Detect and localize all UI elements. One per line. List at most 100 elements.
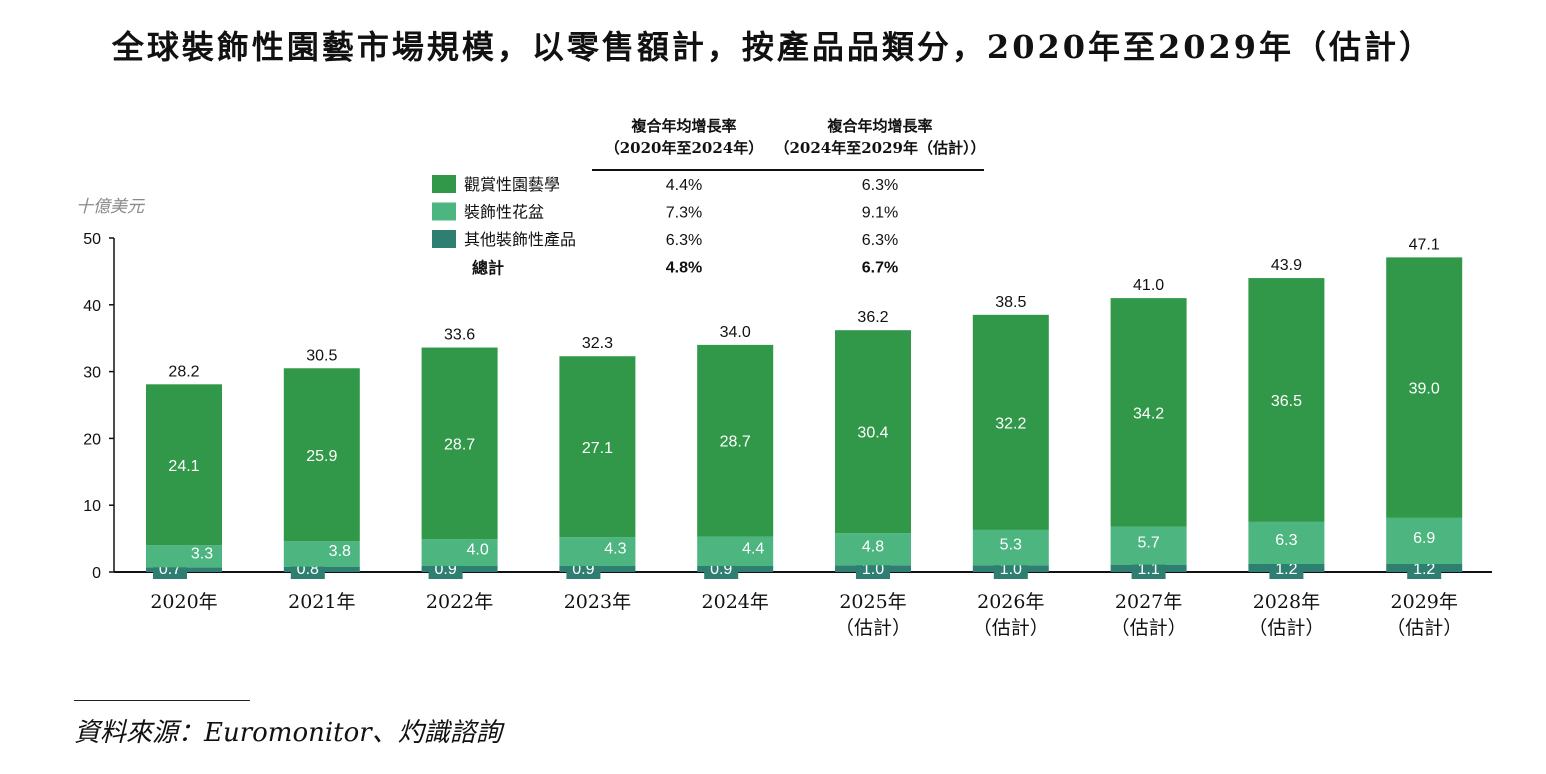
y-tick-label: 40 [83, 298, 101, 315]
x-tick-label: （估計） [1111, 617, 1187, 639]
y-tick-label: 50 [83, 231, 101, 248]
cagr-value-0: 4.4% [666, 177, 702, 194]
data-label-total: 38.5 [995, 294, 1026, 311]
data-label-ornamental: 27.1 [582, 440, 613, 457]
bar-segment-ornamental [1110, 298, 1187, 527]
bar-segment-pots [421, 539, 498, 566]
data-label-ornamental: 36.5 [1271, 393, 1302, 410]
legend-swatch-ornamental [432, 175, 456, 193]
x-tick-label: 2020年 [150, 591, 217, 613]
legend-label-total: 總計 [472, 259, 504, 278]
legend-label: 觀賞性園藝學 [464, 175, 560, 194]
bar-segment-pots [835, 533, 911, 566]
data-label-total: 33.6 [444, 327, 475, 344]
x-tick-label: 2022年 [426, 591, 493, 613]
data-label-ornamental: 39.0 [1409, 381, 1440, 398]
bar-segment-pots [283, 541, 360, 567]
data-label-other: 1.2 [1413, 561, 1435, 578]
y-tick-label: 10 [83, 498, 101, 515]
cagr-header-1: （2024年至2029年（估計）） [775, 139, 986, 157]
bar-segment-ornamental [1248, 278, 1325, 522]
y-tick-label: 0 [92, 565, 101, 582]
data-label-pots: 3.3 [191, 545, 213, 562]
bar-segment-pots [1386, 517, 1463, 564]
x-tick-label: （估計） [1248, 617, 1324, 639]
data-label-total: 30.5 [306, 347, 337, 364]
legend-label: 裝飾性花盆 [464, 203, 544, 222]
data-label-ornamental: 28.7 [720, 434, 751, 451]
data-label-ornamental: 24.1 [168, 458, 199, 475]
x-tick-label: 2027年 [1115, 591, 1182, 613]
data-label-pots: 4.3 [604, 541, 626, 558]
source-divider [74, 700, 250, 701]
data-label-pots: 5.7 [1137, 535, 1159, 552]
bars: 0.73.324.128.22020年0.83.825.930.52021年0.… [146, 236, 1462, 639]
bar-segment-ornamental [421, 347, 498, 540]
cagr-value-1: 6.3% [862, 232, 898, 249]
data-label-ornamental: 34.2 [1133, 405, 1164, 422]
cagr-value-0: 7.3% [666, 205, 702, 222]
cagr-header-0: （2020年至2024年） [605, 139, 764, 157]
data-label-other: 1.1 [1137, 561, 1159, 578]
bar-segment-pots [1110, 526, 1187, 565]
cagr-value-1: 9.1% [862, 205, 898, 222]
legend: 複合年均增長率 （2020年至2024年） 複合年均增長率 （2024年至2029年（… [432, 117, 986, 278]
bar-segment-pots [1248, 521, 1325, 564]
data-label-other: 1.2 [1275, 561, 1297, 578]
bar-segment-ornamental [1386, 257, 1463, 518]
x-tick-label: （估計） [1386, 617, 1462, 639]
bar-segment-pots [697, 536, 774, 566]
x-tick-label: 2025年 [839, 591, 906, 613]
bar-segment-ornamental [146, 384, 222, 546]
y-unit-label: 十億美元 [76, 197, 146, 217]
cagr-value-0: 6.3% [666, 232, 702, 249]
cagr-value-1: 6.7% [862, 260, 898, 277]
cagr-value-1: 6.3% [862, 177, 898, 194]
data-label-total: 43.9 [1271, 257, 1302, 274]
x-tick-label: 2028年 [1253, 591, 1320, 613]
data-label-ornamental: 28.7 [444, 436, 475, 453]
bar-segment-ornamental [283, 368, 360, 542]
data-label-pots: 5.3 [1000, 537, 1022, 554]
bar-segment-ornamental [972, 314, 1049, 530]
bar-group-9: 1.2 6.9 39.0 47.1 2029年 （估計） [1386, 236, 1462, 639]
cagr-header-0: 複合年均增長率 [630, 117, 736, 135]
data-label-pots: 4.0 [466, 542, 488, 559]
x-tick-label: 2023年 [564, 591, 631, 613]
x-tick-label: 2024年 [702, 591, 769, 613]
legend-swatch-pots [432, 202, 456, 221]
legend-swatch-other [432, 230, 456, 248]
data-label-pots: 3.8 [329, 543, 351, 560]
x-tick-label: （估計） [973, 617, 1049, 639]
bar-group-7: 1.1 5.7 34.2 41.0 2027年 （估計） [1111, 277, 1187, 639]
x-tick-label: （估計） [835, 617, 911, 639]
data-label-pots: 6.9 [1413, 530, 1435, 547]
bar-segment-pots [559, 537, 636, 566]
y-tick-label: 30 [83, 365, 101, 382]
data-label-total: 34.0 [720, 324, 751, 341]
data-label-total: 36.2 [857, 309, 888, 326]
x-tick-label: 2021年 [288, 591, 355, 613]
x-tick-label: 2026年 [977, 591, 1044, 613]
data-label-pots: 4.4 [742, 540, 764, 557]
data-label-ornamental: 32.2 [995, 415, 1026, 432]
page-title: 全球裝飾性園藝市場規模，以零售額計，按產品品類分，2020年至2029年（估計） [111, 28, 1435, 66]
data-label-ornamental: 25.9 [306, 448, 337, 465]
bar-segment-pots [146, 545, 222, 568]
bar-segment-pots [972, 529, 1049, 566]
data-label-ornamental: 30.4 [857, 425, 888, 442]
cagr-header-1: 複合年均增長率 [826, 117, 932, 135]
data-label-total: 47.1 [1409, 236, 1440, 253]
bar-segment-ornamental [835, 330, 911, 534]
data-label-total: 32.3 [582, 335, 613, 352]
source-note: 資料來源：Euromonitor、灼識諮詢 [74, 718, 502, 748]
data-label-total: 41.0 [1133, 277, 1164, 294]
data-label-pots: 6.3 [1275, 532, 1297, 549]
